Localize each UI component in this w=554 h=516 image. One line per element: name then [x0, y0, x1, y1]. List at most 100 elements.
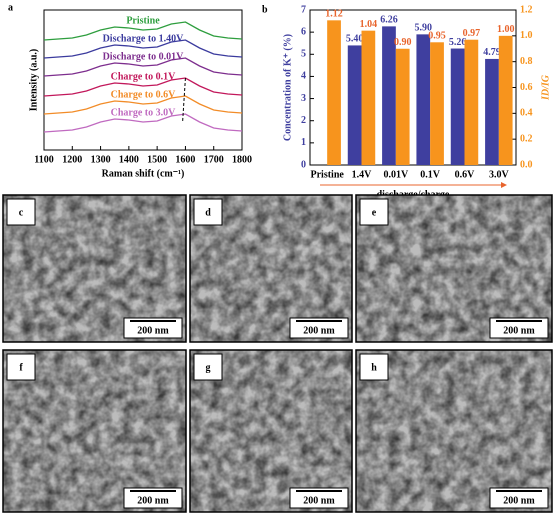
spectrum-line [43, 21, 243, 41]
value-label: 0.90 [394, 37, 412, 48]
panel-frame [2, 194, 187, 343]
bar [361, 30, 376, 165]
scale-label: 200 nm [303, 325, 335, 336]
label-box [193, 198, 223, 226]
panel-label: h [371, 362, 377, 373]
scale-box [489, 487, 549, 509]
scale-box [123, 317, 183, 339]
scale-label: 200 nm [503, 495, 535, 506]
peak-guide [182, 77, 186, 123]
label-box [6, 353, 36, 381]
x-tick-label: 1700 [204, 154, 224, 165]
x-axis-title: Raman shift (cm⁻¹) [102, 168, 185, 179]
scale-box [123, 487, 183, 509]
scale-label: 200 nm [137, 325, 169, 336]
label-box [6, 198, 36, 226]
x-tick-label: 0.6V [455, 169, 476, 180]
plot-frame [43, 9, 243, 151]
y2-tick-label: 0.6 [520, 82, 533, 93]
panel-label: c [19, 207, 24, 218]
value-label: 5.40 [346, 34, 364, 45]
y-tick-label: 1 [301, 137, 306, 148]
y2-tick-label: 1.0 [520, 30, 533, 41]
label-box [359, 353, 389, 381]
series-label: Charge to 0.1V [111, 71, 176, 82]
y-tick-label: 2 [301, 115, 306, 126]
x-tick-label: 0.1V [420, 169, 441, 180]
value-label: 0.95 [428, 31, 446, 42]
scale-box [489, 317, 549, 339]
label-box [193, 353, 223, 381]
y-axis-title: Intensity (a.u.) [28, 49, 39, 112]
scale-label: 200 nm [503, 325, 535, 336]
panel-label: d [205, 207, 211, 218]
series-label: Pristine [126, 15, 160, 26]
bar [395, 48, 410, 165]
series-label: Discharge to 1.40V [103, 33, 185, 44]
spectrum-line [43, 39, 243, 59]
value-label: 1.00 [497, 24, 515, 35]
bar [430, 42, 444, 165]
y-tick-label: 7 [301, 4, 306, 15]
spectrum-line [43, 77, 243, 97]
bar [347, 45, 362, 165]
bar [382, 26, 396, 166]
panel-frame [355, 349, 553, 513]
bar [485, 58, 499, 165]
panel-frame [355, 194, 553, 343]
y2-tick-label: 1.2 [520, 4, 533, 15]
x-tick-label: 1400 [119, 154, 139, 165]
x-tick-label: 1800 [232, 154, 252, 165]
y2-tick-label: 0.4 [520, 108, 533, 119]
y-tick-label: 0 [301, 159, 306, 170]
spectrum-line [43, 113, 243, 133]
bar [416, 34, 431, 165]
x-tick-label: 1300 [91, 154, 111, 165]
bar [327, 20, 341, 166]
bar [464, 39, 479, 166]
x-tick-label: 0.01V [383, 169, 409, 180]
scale-box [289, 487, 349, 509]
x-tick-label: 1500 [147, 154, 167, 165]
y-tick-label: 4 [301, 71, 306, 82]
y2-tick-label: 0.0 [520, 159, 533, 170]
value-label: 5.26 [449, 37, 467, 48]
panel-label: e [372, 207, 377, 218]
y-tick-label: 6 [301, 26, 306, 37]
series-label: Charge to 3.0V [111, 107, 176, 118]
scale-label: 200 nm [303, 495, 335, 506]
y2-tick-label: 0.2 [520, 133, 533, 144]
panel-label: a [8, 2, 13, 13]
value-label: 0.97 [463, 28, 481, 39]
panel-frame [189, 194, 353, 343]
value-label: 6.26 [380, 15, 398, 26]
y2-tick-label: 0.8 [520, 56, 533, 67]
scale-label: 200 nm [137, 495, 169, 506]
panel-label: g [206, 362, 211, 373]
panel-frame [189, 349, 353, 513]
x-tick-label: 3.0V [489, 169, 510, 180]
y-axis-title: Concentration of K⁺ (%) [282, 34, 293, 141]
x-tick-label: 1200 [62, 154, 82, 165]
series-label: Discharge to 0.01V [103, 51, 185, 62]
label-box [359, 198, 389, 226]
sem-image [356, 350, 552, 512]
value-label: 1.12 [325, 9, 343, 20]
bar [450, 48, 465, 165]
panel-frame [2, 349, 187, 513]
panel-label: b [262, 4, 268, 15]
scale-box [289, 317, 349, 339]
spectrum-line [43, 95, 243, 115]
y2-axis-title: ID/IG [540, 74, 551, 101]
bar [498, 35, 513, 166]
x-tick-label: 1.4V [352, 169, 373, 180]
panel-label: f [19, 362, 23, 373]
x-tick-label: 1100 [34, 154, 53, 165]
value-label: 5.90 [415, 23, 433, 34]
value-label: 4.79 [483, 47, 501, 58]
spectrum-line [43, 57, 243, 77]
y-tick-label: 5 [301, 49, 306, 60]
y-tick-label: 3 [301, 93, 306, 104]
x-tick-label: 1600 [175, 154, 195, 165]
